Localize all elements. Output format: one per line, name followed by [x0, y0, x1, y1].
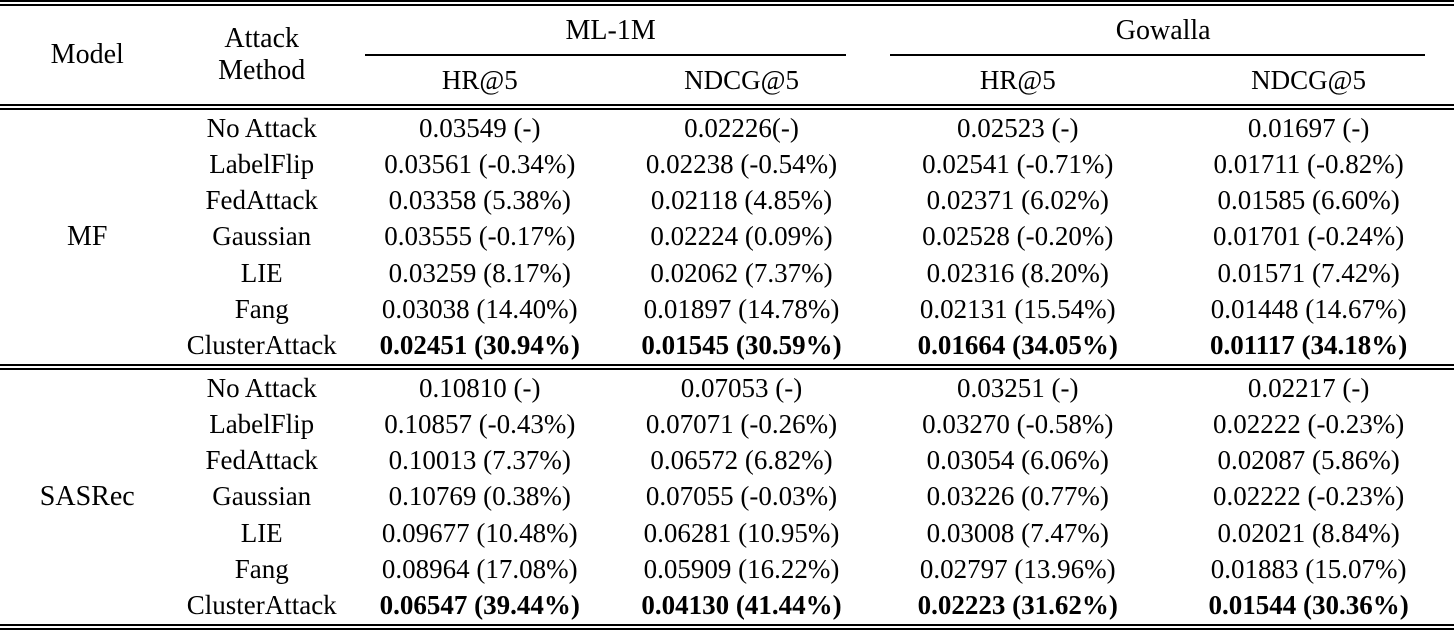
attack-method-cell: LIE: [240, 257, 283, 288]
table-row: FedAttack 0.10013 (7.37%) 0.06572 (6.82%…: [0, 443, 1454, 479]
attack-method-cell: Gaussian: [212, 481, 312, 512]
metric-value-cell: 0.01701 (-0.24%): [1212, 221, 1405, 252]
metric-value-cell: 0.01697 (-): [1247, 112, 1370, 143]
metric-value-cell: 0.02226(-): [684, 112, 799, 143]
table-row: Gaussian 0.10769 (0.38%) 0.07055 (-0.03%…: [0, 479, 1454, 515]
column-header-model: Model: [0, 3, 175, 110]
attack-method-cell: LabelFlip: [209, 408, 315, 439]
metric-value-cell: 0.02451 (30.94%): [379, 330, 580, 361]
metric-value-cell: 0.02238 (-0.54%): [645, 148, 838, 179]
metric-value-cell: 0.06572 (6.82%): [650, 445, 833, 476]
metric-value-cell: 0.02062 (7.37%): [650, 257, 833, 288]
table-row: LabelFlip 0.03561 (-0.34%) 0.02238 (-0.5…: [0, 146, 1454, 182]
attack-method-cell: Fang: [234, 293, 289, 324]
metric-value-cell: 0.07071 (-0.26%): [645, 408, 838, 439]
attack-method-cell: Fang: [234, 553, 289, 584]
column-header-ml1m-hr5: HR@5: [348, 56, 611, 110]
metric-value-cell: 0.01544 (30.36%): [1208, 590, 1409, 621]
metric-value-cell: 0.03561 (-0.34%): [384, 148, 576, 179]
attack-method-cell: ClusterAttack: [186, 590, 337, 621]
metric-value-cell: 0.02087 (5.86%): [1217, 445, 1400, 476]
table-row: LIE 0.03259 (8.17%) 0.02062 (7.37%) 0.02…: [0, 255, 1454, 291]
metric-value-cell: 0.03549 (-): [419, 112, 541, 143]
metric-value-cell: 0.01711 (-0.82%): [1213, 148, 1404, 179]
attack-method-cell: FedAttack: [205, 445, 318, 476]
metric-value-cell: 0.01571 (7.42%): [1217, 257, 1400, 288]
metric-value-cell: 0.08964 (17.08%): [381, 553, 578, 584]
table-row: FedAttack 0.03358 (5.38%) 0.02118 (4.85%…: [0, 183, 1454, 219]
metric-value-cell: 0.07053 (-): [610, 363, 873, 407]
metric-value-cell: 0.01585 (6.60%): [1217, 185, 1400, 216]
metric-value-cell: 0.03226 (0.77%): [926, 481, 1109, 512]
metric-value-cell: 0.03054 (6.06%): [926, 445, 1109, 476]
metric-value-cell: 0.01545 (30.59%): [641, 330, 842, 361]
column-header-gowalla-ndcg5: NDCG@5: [1163, 56, 1454, 110]
model-cell-sasrec: SASRec: [0, 364, 175, 627]
attack-method-cell: FedAttack: [205, 185, 318, 216]
table-header: Model Attack Method ML-1M Gowalla HR@5 N…: [0, 3, 1454, 110]
metric-value-cell: 0.01664 (34.05%): [917, 330, 1118, 361]
metric-value-cell: 0.07055 (-0.03%): [645, 481, 838, 512]
metric-value-cell: 0.03555 (-0.17%): [384, 221, 576, 252]
metric-value-cell: 0.02224 (0.09%): [650, 221, 833, 252]
metric-value-cell: 0.01883 (15.07%): [1210, 553, 1407, 584]
metric-value-cell: 0.02371 (6.02%): [926, 185, 1109, 216]
metric-value-cell: 0.04130 (41.44%): [641, 590, 842, 621]
metric-value-cell: 0.02217 (-): [1163, 363, 1454, 407]
metric-value-cell: 0.03038 (14.40%): [381, 293, 578, 324]
table-row: MF No Attack 0.03549 (-) 0.02226(-) 0.02…: [0, 107, 1454, 252]
metric-value-cell: 0.10857 (-0.43%): [384, 408, 576, 439]
metric-value-cell: 0.10013 (7.37%): [388, 445, 571, 476]
metric-value-cell: 0.02021 (8.84%): [1217, 517, 1400, 548]
column-header-ml1m-ndcg5: NDCG@5: [610, 56, 873, 110]
attack-method-cell: No Attack: [206, 112, 317, 143]
metric-value-cell: 0.03008 (7.47%): [926, 517, 1109, 548]
table-row: SASRec No Attack 0.10810 (-) 0.07053 (-)…: [0, 363, 1454, 627]
metric-value-cell: 0.02528 (-0.20%): [922, 221, 1114, 252]
metric-value-cell: 0.10769 (0.38%): [388, 481, 571, 512]
metric-value-cell: 0.06281 (10.95%): [643, 517, 840, 548]
group-header-ml-1m: ML-1M: [349, 3, 872, 56]
metric-value-cell: 0.09677 (10.48%): [381, 517, 578, 548]
column-header-attack-method: Attack Method: [174, 3, 349, 110]
metric-value-cell: 0.01448 (14.67%): [1210, 293, 1407, 324]
metric-value-cell: 0.02222 (-0.23%): [1212, 481, 1405, 512]
metric-value-cell: 0.02797 (13.96%): [919, 553, 1116, 584]
metric-value-cell: 0.06547 (39.44%): [379, 590, 580, 621]
attack-method-cell: LIE: [240, 517, 283, 548]
table-row: LIE 0.09677 (10.48%) 0.06281 (10.95%) 0.…: [0, 515, 1454, 551]
metric-value-cell: 0.02131 (15.54%): [919, 293, 1116, 324]
metric-value-cell: 0.10810 (-): [348, 363, 611, 407]
attack-method-cell: No Attack: [174, 363, 349, 407]
attack-method-cell: Gaussian: [212, 221, 312, 252]
attack-method-cell: LabelFlip: [209, 148, 315, 179]
table-row-best: ClusterAttack 0.02451 (30.94%) 0.01545 (…: [0, 328, 1454, 367]
attack-method-cell: ClusterAttack: [186, 330, 337, 361]
table-row-best: ClusterAttack 0.06547 (39.44%) 0.04130 (…: [0, 588, 1454, 627]
table-row: Fang 0.03038 (14.40%) 0.01897 (14.78%) 0…: [0, 291, 1454, 327]
metric-value-cell: 0.02316 (8.20%): [926, 257, 1109, 288]
metric-value-cell: 0.01117 (34.18%): [1209, 330, 1408, 361]
metric-value-cell: 0.03270 (-0.58%): [922, 408, 1114, 439]
table-row: LabelFlip 0.10857 (-0.43%) 0.07071 (-0.2…: [0, 406, 1454, 442]
section-mf: MF No Attack 0.03549 (-) 0.02226(-) 0.02…: [0, 107, 1454, 367]
column-header-gowalla-hr5: HR@5: [872, 56, 1164, 110]
metric-value-cell: 0.01897 (14.78%): [643, 293, 840, 324]
group-header-gowalla: Gowalla: [872, 3, 1454, 56]
section-sasrec: SASRec No Attack 0.10810 (-) 0.07053 (-)…: [0, 363, 1454, 627]
table-row: Gaussian 0.03555 (-0.17%) 0.02224 (0.09%…: [0, 219, 1454, 255]
metric-value-cell: 0.03358 (5.38%): [388, 185, 571, 216]
metric-value-cell: 0.05909 (16.22%): [643, 553, 840, 584]
metric-value-cell: 0.02222 (-0.23%): [1212, 408, 1405, 439]
metric-value-cell: 0.02118 (4.85%): [650, 185, 833, 216]
table-row: Fang 0.08964 (17.08%) 0.05909 (16.22%) 0…: [0, 551, 1454, 587]
metric-value-cell: 0.02541 (-0.71%): [922, 148, 1114, 179]
metric-value-cell: 0.02523 (-): [957, 112, 1079, 143]
metric-value-cell: 0.03259 (8.17%): [388, 257, 571, 288]
metric-value-cell: 0.03251 (-): [872, 363, 1164, 407]
model-cell-mf: MF: [67, 221, 108, 252]
metric-value-cell: 0.02223 (31.62%): [917, 590, 1118, 621]
